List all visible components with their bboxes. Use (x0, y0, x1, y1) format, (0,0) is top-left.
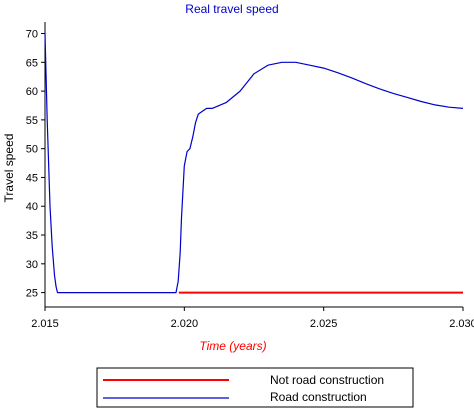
y-tick-label-55: 55 (26, 115, 38, 127)
plot-area: 25 30 35 40 45 50 55 60 65 70 2.015 2.020 2.025 2.030 (26, 22, 474, 330)
x-tick-label-0: 2.015 (31, 318, 59, 330)
x-tick-label-1: 2.020 (171, 318, 199, 330)
y-tick-label-60: 60 (26, 86, 38, 98)
y-tick-label-45: 45 (26, 172, 38, 184)
x-tick-label-3: 2.030 (449, 318, 474, 330)
legend-label-road-construction: Road construction (270, 390, 367, 404)
y-tick-label-30: 30 (26, 259, 38, 271)
y-tick-label-70: 70 (26, 29, 38, 41)
y-tick-label-50: 50 (26, 144, 38, 156)
legend: Not road construction Road construction (96, 367, 414, 408)
legend-label-not-road-construction: Not road construction (270, 373, 384, 387)
chart-title: Real travel speed (185, 2, 278, 16)
y-axis-label: Travel speed (2, 134, 16, 203)
y-tick-label-40: 40 (26, 201, 38, 213)
y-tick-label-25: 25 (26, 288, 38, 300)
y-tick-label-65: 65 (26, 57, 38, 69)
x-axis-label: Time (years) (199, 339, 266, 353)
y-tick-label-35: 35 (26, 230, 38, 242)
series-line-road-construction (44, 33, 464, 294)
legend-box (96, 367, 414, 408)
x-tick-label-2: 2.025 (310, 318, 338, 330)
